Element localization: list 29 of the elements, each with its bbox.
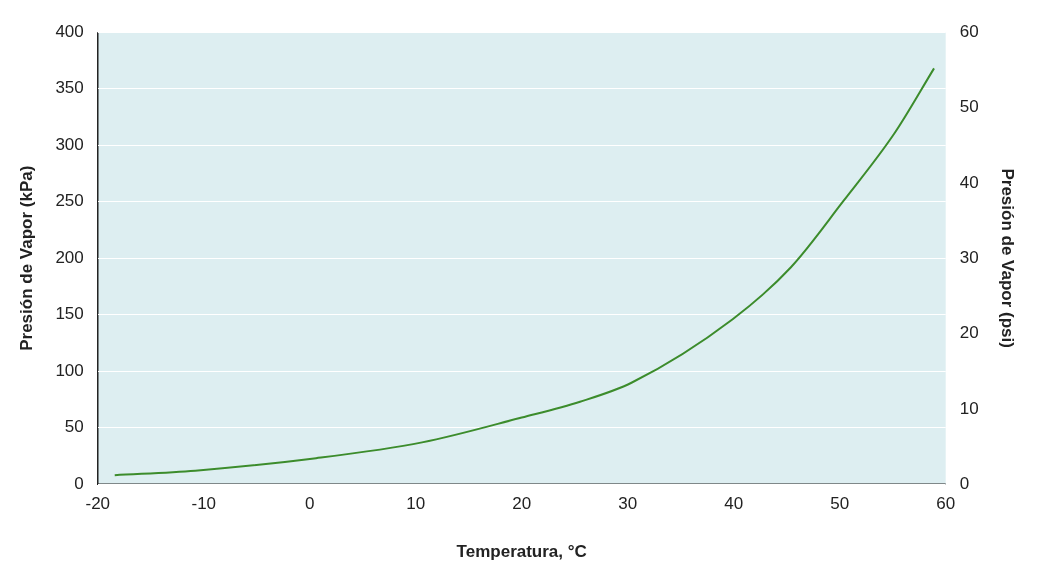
y2-tick-label: 60 bbox=[959, 21, 979, 41]
y-tick-label: 250 bbox=[55, 191, 84, 211]
y-tick-label: 400 bbox=[55, 21, 84, 41]
x-tick-label: 0 bbox=[305, 494, 315, 514]
y2-tick-label: 40 bbox=[959, 172, 979, 192]
x-tick-label: 10 bbox=[406, 494, 426, 514]
x-tick-label: 50 bbox=[830, 494, 850, 514]
y-tick-label: 100 bbox=[55, 360, 84, 380]
y-tick-label: 300 bbox=[55, 134, 84, 154]
y2-tick-label: 10 bbox=[959, 398, 979, 418]
x-tick-label: 30 bbox=[618, 494, 638, 514]
x-tick-label: 40 bbox=[724, 494, 744, 514]
x-tick-label: -10 bbox=[191, 494, 217, 514]
y2-tick-label: 0 bbox=[959, 473, 970, 493]
x-tick-label: 20 bbox=[512, 494, 532, 514]
y-tick-label: 200 bbox=[55, 247, 84, 267]
y2-tick-label: 20 bbox=[959, 323, 979, 343]
y2-axis-title: Presión de Vapor (psi) bbox=[998, 168, 1018, 348]
line-series bbox=[113, 67, 936, 477]
y2-tick-label: 30 bbox=[959, 247, 979, 267]
x-tick-label: -20 bbox=[85, 494, 111, 514]
x-tick-label: 60 bbox=[936, 494, 956, 514]
y-tick-label: 350 bbox=[55, 78, 84, 98]
x-axis-title: Temperatura, °C bbox=[456, 542, 587, 562]
y-tick-label: 0 bbox=[74, 473, 84, 493]
y2-tick-label: 50 bbox=[959, 97, 979, 117]
y-axis-title: Presión de Vapor (kPa) bbox=[16, 165, 36, 351]
y-tick-label: 150 bbox=[55, 304, 84, 324]
y-tick-label: 50 bbox=[64, 417, 84, 437]
